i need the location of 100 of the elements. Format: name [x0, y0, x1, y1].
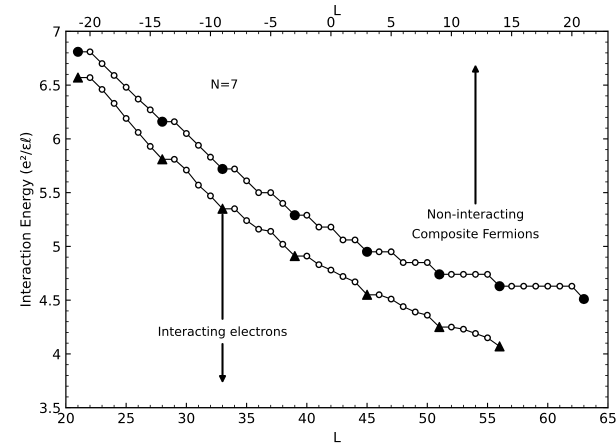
point: [340, 273, 346, 280]
x2-axis-title: L: [334, 5, 341, 16]
y-axis-title: Interaction Energy (e²/εℓ): [20, 132, 34, 306]
point: [279, 200, 286, 207]
point: [327, 266, 334, 274]
x-tick-label: 30: [178, 412, 194, 424]
x2-tick-label: -10: [200, 16, 221, 28]
annotation: Non-interacting Composite Fermions: [412, 209, 539, 241]
point: [327, 224, 334, 231]
point: [340, 236, 346, 244]
point: [157, 154, 168, 164]
x-tick-label: 35: [238, 412, 254, 424]
point: [578, 294, 589, 304]
point: [182, 130, 190, 137]
y-tick-label: 6: [53, 134, 60, 144]
y-tick-label: 4: [52, 349, 60, 360]
point: [194, 142, 202, 149]
x-axis-title: L: [334, 432, 341, 442]
y-tick-label: 4.5: [40, 295, 60, 306]
point: [122, 114, 130, 122]
point: [494, 341, 505, 352]
point: [556, 282, 564, 290]
point: [352, 278, 358, 286]
point: [231, 166, 238, 172]
annotation: Interacting electrons: [158, 326, 287, 338]
point: [98, 86, 106, 93]
point: [434, 322, 444, 332]
x2-tick-label: 5: [388, 16, 394, 28]
x2-tick-label: -15: [140, 16, 160, 28]
point: [484, 270, 491, 278]
y-tick-label: 3.5: [40, 402, 60, 414]
point: [544, 282, 552, 290]
point: [217, 204, 228, 214]
point: [412, 259, 419, 266]
point: [243, 217, 250, 224]
point: [134, 96, 142, 103]
point: [362, 246, 372, 257]
point: [255, 226, 262, 233]
point: [279, 240, 286, 248]
annotation: N=7: [212, 79, 238, 89]
point: [388, 296, 395, 303]
point: [243, 177, 250, 184]
point: [86, 74, 94, 82]
point: [376, 291, 383, 298]
x2-tick-label: 10: [444, 16, 460, 28]
point: [303, 252, 310, 260]
point: [146, 142, 154, 150]
point: [170, 156, 178, 163]
point: [434, 269, 444, 280]
x-tick-label: 40: [298, 412, 315, 424]
y-tick-label: 7: [53, 26, 60, 37]
point: [98, 60, 106, 68]
point: [460, 326, 467, 333]
point: [194, 182, 202, 189]
point: [110, 72, 118, 79]
point: [206, 154, 214, 161]
point: [400, 303, 407, 310]
point: [315, 261, 322, 268]
x2-tick-label: -5: [264, 16, 276, 28]
point: [388, 248, 395, 256]
x-tick-label: 65: [600, 412, 616, 424]
x-tick-label: 45: [358, 412, 375, 424]
point: [362, 290, 372, 300]
x-tick-label: 55: [480, 412, 496, 424]
point: [568, 282, 576, 290]
point: [315, 224, 322, 231]
point: [122, 84, 130, 91]
point: [290, 250, 300, 262]
point: [376, 248, 383, 256]
y-tick-label: 5.5: [40, 188, 60, 198]
point: [472, 330, 479, 337]
x-tick-label: 60: [540, 412, 556, 424]
point: [508, 282, 516, 290]
point: [400, 259, 407, 266]
point: [424, 312, 431, 319]
point: [448, 324, 455, 331]
point: [146, 106, 154, 114]
point: [520, 282, 528, 290]
point: [290, 210, 300, 220]
point: [412, 308, 419, 316]
point: [494, 281, 505, 292]
point: [157, 116, 168, 127]
point: [217, 164, 228, 174]
x2-tick-label: 20: [564, 16, 580, 28]
x-tick-label: 50: [420, 412, 436, 424]
point: [182, 166, 190, 174]
point: [532, 282, 540, 290]
point: [424, 259, 431, 266]
x2-tick-label: -20: [79, 16, 100, 28]
x-tick-label: 20: [58, 412, 74, 424]
x2-tick-label: 15: [504, 16, 520, 28]
point: [206, 192, 214, 200]
point: [134, 128, 142, 136]
point: [72, 72, 84, 83]
x2-tick-label: 0: [327, 16, 334, 28]
point: [472, 270, 479, 278]
point: [170, 118, 178, 126]
y-tick-label: 6.5: [40, 80, 60, 91]
point: [484, 334, 491, 342]
y-tick-label: 5: [53, 242, 60, 252]
